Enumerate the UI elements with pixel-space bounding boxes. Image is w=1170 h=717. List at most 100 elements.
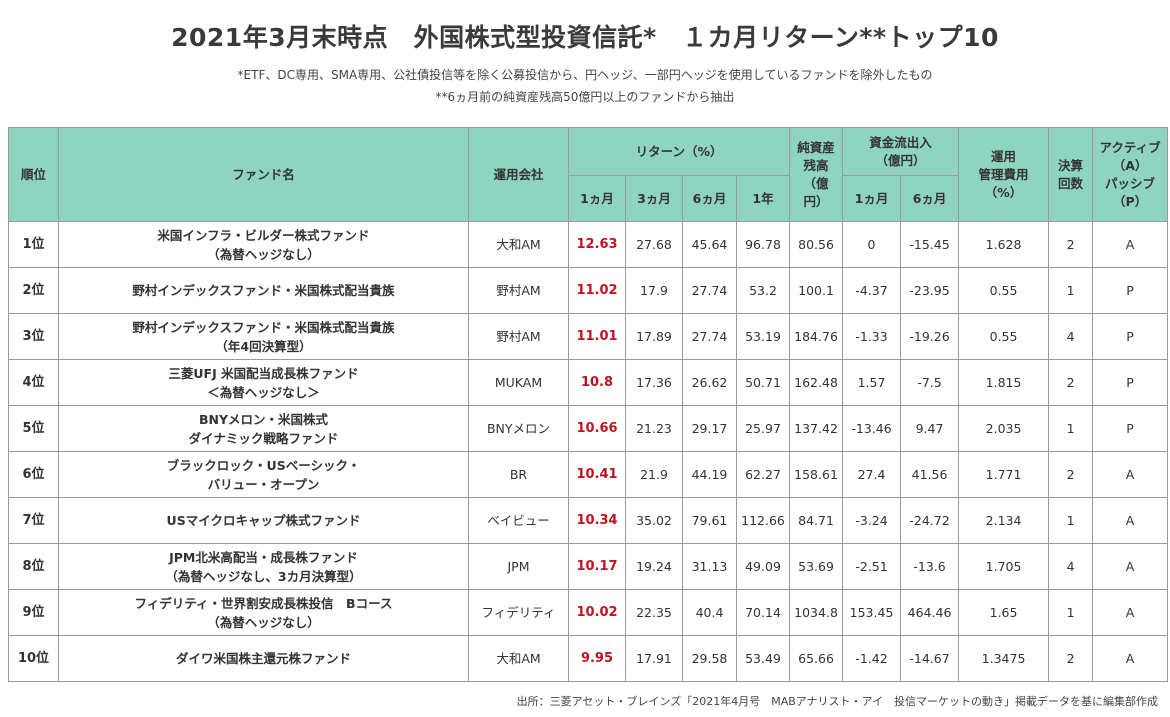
flow-1m-cell: -1.42 bbox=[842, 635, 902, 682]
table-row: 9位 フィデリティ・世界割安成長株投信 Bコース （為替ヘッジなし） フィデリティ 10… bbox=[8, 589, 1169, 636]
fund-name-cell: BNYメロン・米国株式 ダイナミック戦略ファンド bbox=[58, 405, 469, 452]
return-1y-cell: 96.78 bbox=[735, 221, 791, 268]
fund-name-cell: ダイワ米国株主還元株ファンド bbox=[58, 635, 469, 682]
fund-name-cell: 米国インフラ・ビルダー株式ファンド （為替ヘッジなし） bbox=[58, 221, 469, 268]
fee-cell: 2.035 bbox=[958, 405, 1050, 452]
header-nav-line3: （億 bbox=[803, 175, 829, 191]
flow-1m-cell: -3.24 bbox=[842, 497, 902, 544]
header-flow-group: 資金流出入 （億円） bbox=[842, 127, 960, 176]
fund-name-cell: ブラックロック・USベーシック・ バリュー・オープン bbox=[58, 451, 469, 498]
nav-cell: 162.48 bbox=[789, 359, 844, 406]
return-1y-cell: 53.2 bbox=[735, 267, 791, 314]
return-6m-cell: 79.61 bbox=[682, 497, 737, 544]
rank-cell: 4位 bbox=[8, 359, 59, 406]
table-row: 1位 米国インフラ・ビルダー株式ファンド （為替ヘッジなし） 大和AM 12.63 27.… bbox=[8, 221, 1169, 268]
flow-6m-cell: -24.72 bbox=[900, 497, 960, 544]
company-cell: ベイビュー bbox=[468, 497, 569, 544]
company-cell: 野村AM bbox=[468, 267, 569, 314]
fund-name-line1: ブラックロック・USベーシック・ bbox=[166, 457, 361, 473]
table-row: 2位 野村インデックスファンド・米国株式配当貴族 野村AM 11.02 17.9 27.7… bbox=[8, 267, 1169, 314]
fee-cell: 1.705 bbox=[958, 543, 1050, 590]
header-settlement-line2: 回数 bbox=[1058, 175, 1084, 191]
fund-name-line1: 野村インデックスファンド・米国株式配当貴族 bbox=[132, 319, 395, 335]
header-return-3m: 3ヵ月 bbox=[625, 175, 683, 222]
settlement-cell: 4 bbox=[1048, 543, 1094, 590]
header-fee-line3: （%） bbox=[984, 184, 1023, 200]
return-3m-cell: 35.02 bbox=[625, 497, 683, 544]
return-3m-cell: 21.9 bbox=[625, 451, 683, 498]
return-1y-cell: 50.71 bbox=[735, 359, 791, 406]
active-passive-cell: A bbox=[1092, 451, 1169, 498]
header-flow-6m: 6ヵ月 bbox=[900, 175, 960, 222]
rank-cell: 1位 bbox=[8, 221, 59, 268]
fund-name-line1: ダイワ米国株主還元株ファンド bbox=[175, 651, 351, 666]
company-cell: JPM bbox=[468, 543, 569, 590]
nav-cell: 1034.8 bbox=[789, 589, 844, 636]
flow-1m-cell: -13.46 bbox=[842, 405, 902, 452]
return-3m-cell: 27.68 bbox=[625, 221, 683, 268]
company-cell: 大和AM bbox=[468, 635, 569, 682]
active-passive-cell: P bbox=[1092, 267, 1169, 314]
table-row: 4位 三菱UFJ 米国配当成長株ファンド ＜為替ヘッジなし＞ MUKAM 10.8 17.… bbox=[8, 359, 1169, 406]
return-1m-cell: 11.02 bbox=[568, 267, 626, 314]
fund-name-cell: フィデリティ・世界割安成長株投信 Bコース （為替ヘッジなし） bbox=[58, 589, 469, 636]
header-return-1m: 1ヵ月 bbox=[568, 175, 626, 222]
active-passive-cell: A bbox=[1092, 221, 1169, 268]
header-fee: 運用 管理費用 （%） bbox=[958, 127, 1050, 222]
rank-cell: 10位 bbox=[8, 635, 59, 682]
active-passive-cell: A bbox=[1092, 635, 1169, 682]
nav-cell: 53.69 bbox=[789, 543, 844, 590]
fee-cell: 0.55 bbox=[958, 267, 1050, 314]
rank-cell: 3位 bbox=[8, 313, 59, 360]
return-1m-cell: 10.66 bbox=[568, 405, 626, 452]
header-company: 運用会社 bbox=[468, 127, 569, 222]
rank-cell: 6位 bbox=[8, 451, 59, 498]
return-3m-cell: 17.89 bbox=[625, 313, 683, 360]
header-active-passive: アクティブ （A） パッシブ （P） bbox=[1092, 127, 1169, 222]
source-note: 出所：三菱アセット・ブレインズ「2021年4月号 MABアナリスト・アイ 投信マ… bbox=[516, 695, 1158, 708]
fee-cell: 0.55 bbox=[958, 313, 1050, 360]
header-settlement-line1: 決算 bbox=[1058, 157, 1084, 173]
return-6m-cell: 29.58 bbox=[682, 635, 737, 682]
company-cell: 大和AM bbox=[468, 221, 569, 268]
return-1m-cell: 10.34 bbox=[568, 497, 626, 544]
header-ap-line3: パッシブ bbox=[1105, 175, 1156, 191]
ranking-table: 順位 ファンド名 運用会社 リターン（%） 純資産 残高 （億 円） 資金流出入… bbox=[8, 127, 1169, 682]
table-row: 10位 ダイワ米国株主還元株ファンド 大和AM 9.95 17.91 29.58 53.49… bbox=[8, 635, 1169, 682]
return-1y-cell: 62.27 bbox=[735, 451, 791, 498]
header-return-6m: 6ヵ月 bbox=[682, 175, 737, 222]
flow-6m-cell: 464.46 bbox=[900, 589, 960, 636]
table-row: 6位 ブラックロック・USベーシック・ バリュー・オープン BR 10.41 21.9 44… bbox=[8, 451, 1169, 498]
header-nav: 純資産 残高 （億 円） bbox=[789, 127, 844, 222]
header-ap-line1: アクティブ bbox=[1099, 139, 1161, 155]
fund-name-line1: 米国インフラ・ビルダー株式ファンド bbox=[157, 227, 370, 243]
table-row: 5位 BNYメロン・米国株式 ダイナミック戦略ファンド BNYメロン 10.66 21.2… bbox=[8, 405, 1169, 452]
return-3m-cell: 17.91 bbox=[625, 635, 683, 682]
nav-cell: 184.76 bbox=[789, 313, 844, 360]
header-fee-line1: 運用 bbox=[991, 148, 1017, 164]
settlement-cell: 1 bbox=[1048, 497, 1094, 544]
page-title: 2021年3月末時点 外国株式型投資信託* １カ月リターン**トップ10 bbox=[171, 23, 999, 52]
active-passive-cell: P bbox=[1092, 359, 1169, 406]
return-1m-cell: 11.01 bbox=[568, 313, 626, 360]
company-cell: フィデリティ bbox=[468, 589, 569, 636]
return-1m-cell: 10.41 bbox=[568, 451, 626, 498]
nav-cell: 80.56 bbox=[789, 221, 844, 268]
header-flow-1m: 1ヵ月 bbox=[842, 175, 902, 222]
return-1m-cell: 10.17 bbox=[568, 543, 626, 590]
active-passive-cell: A bbox=[1092, 589, 1169, 636]
header-return-1y: 1年 bbox=[735, 175, 791, 222]
table-row: 3位 野村インデックスファンド・米国株式配当貴族 （年4回決算型） 野村AM 11.01… bbox=[8, 313, 1169, 360]
return-1y-cell: 70.14 bbox=[735, 589, 791, 636]
return-1m-cell: 10.02 bbox=[568, 589, 626, 636]
rank-cell: 9位 bbox=[8, 589, 59, 636]
fee-cell: 2.134 bbox=[958, 497, 1050, 544]
fund-name-line1: 三菱UFJ 米国配当成長株ファンド bbox=[168, 365, 359, 381]
header-return-group: リターン（%） bbox=[567, 127, 791, 176]
nav-cell: 158.61 bbox=[789, 451, 844, 498]
fee-cell: 1.628 bbox=[958, 221, 1050, 268]
rank-cell: 2位 bbox=[8, 267, 59, 314]
active-passive-cell: A bbox=[1092, 543, 1169, 590]
table-row: 7位 USマイクロキャップ株式ファンド ベイビュー 10.34 35.02 79.61 11… bbox=[8, 497, 1169, 544]
nav-cell: 84.71 bbox=[789, 497, 844, 544]
